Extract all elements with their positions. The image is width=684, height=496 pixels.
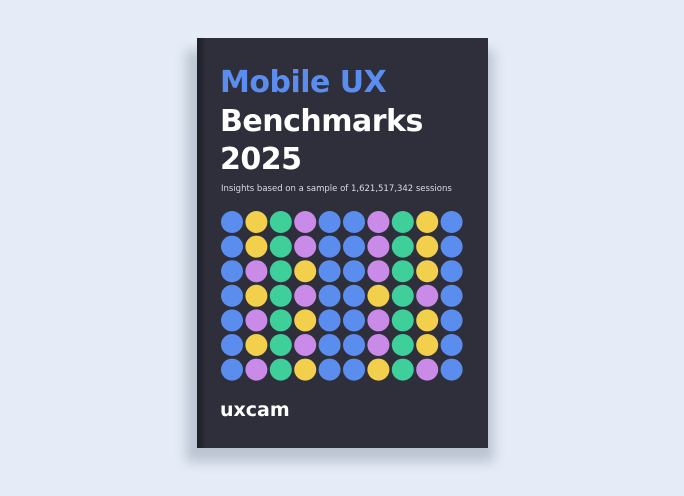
dot: [318, 334, 341, 356]
dot: [269, 334, 292, 356]
dot-grid: [221, 211, 463, 381]
dot: [416, 211, 439, 233]
dot: [416, 358, 439, 381]
dot: [367, 334, 390, 356]
dot: [294, 211, 317, 233]
dot: [318, 211, 341, 233]
dot: [391, 235, 414, 258]
dot: [367, 284, 390, 307]
dot: [440, 235, 463, 258]
dot: [416, 235, 439, 258]
dot: [440, 260, 463, 283]
dot: [367, 358, 390, 381]
dot: [440, 309, 463, 332]
dot: [294, 358, 317, 381]
dot: [245, 211, 268, 233]
dot: [221, 284, 243, 307]
dot: [294, 309, 317, 332]
dot: [343, 358, 365, 381]
dot: [391, 334, 414, 356]
dot: [416, 284, 439, 307]
dot: [343, 235, 365, 258]
dot: [318, 260, 341, 283]
dot: [245, 358, 268, 381]
dot: [440, 334, 463, 356]
dot: [440, 211, 463, 233]
dot: [318, 235, 341, 258]
dot: [269, 309, 292, 332]
dot: [367, 211, 390, 233]
dot: [294, 284, 317, 307]
dot: [416, 309, 439, 332]
dot: [269, 260, 292, 283]
dot: [343, 211, 365, 233]
book-cover: [197, 38, 488, 448]
dot: [391, 284, 414, 307]
title-line: Benchmarks: [220, 104, 423, 139]
dot: [367, 235, 390, 258]
dot: [440, 284, 463, 307]
book-spine: [197, 38, 207, 448]
dot: [221, 235, 243, 258]
dot: [294, 235, 317, 258]
dot: [221, 309, 243, 332]
dot: [343, 334, 365, 356]
dot: [294, 334, 317, 356]
dot: [245, 334, 268, 356]
dot: [343, 284, 365, 307]
subtitle: Insights based on a sample of 1,621,517,…: [221, 184, 452, 194]
dot: [318, 284, 341, 307]
dot: [245, 309, 268, 332]
dot: [221, 334, 243, 356]
dot: [245, 235, 268, 258]
title-line: Mobile UX: [220, 65, 387, 100]
dot: [221, 358, 243, 381]
dot: [294, 260, 317, 283]
dot: [391, 260, 414, 283]
dot: [245, 284, 268, 307]
dot: [440, 358, 463, 381]
dot: [269, 235, 292, 258]
dot: [416, 260, 439, 283]
dot: [221, 211, 243, 233]
dot: [391, 358, 414, 381]
dot: [269, 358, 292, 381]
dot: [391, 309, 414, 332]
dot: [416, 334, 439, 356]
dot: [367, 260, 390, 283]
dot: [318, 309, 341, 332]
dot: [391, 211, 414, 233]
logo: uxcam: [220, 399, 290, 421]
dot: [343, 309, 365, 332]
dot: [221, 260, 243, 283]
dot: [318, 358, 341, 381]
dot: [343, 260, 365, 283]
dot: [245, 260, 268, 283]
dot: [367, 309, 390, 332]
dot: [269, 284, 292, 307]
title-line: 2025: [220, 142, 302, 177]
dot: [269, 211, 292, 233]
